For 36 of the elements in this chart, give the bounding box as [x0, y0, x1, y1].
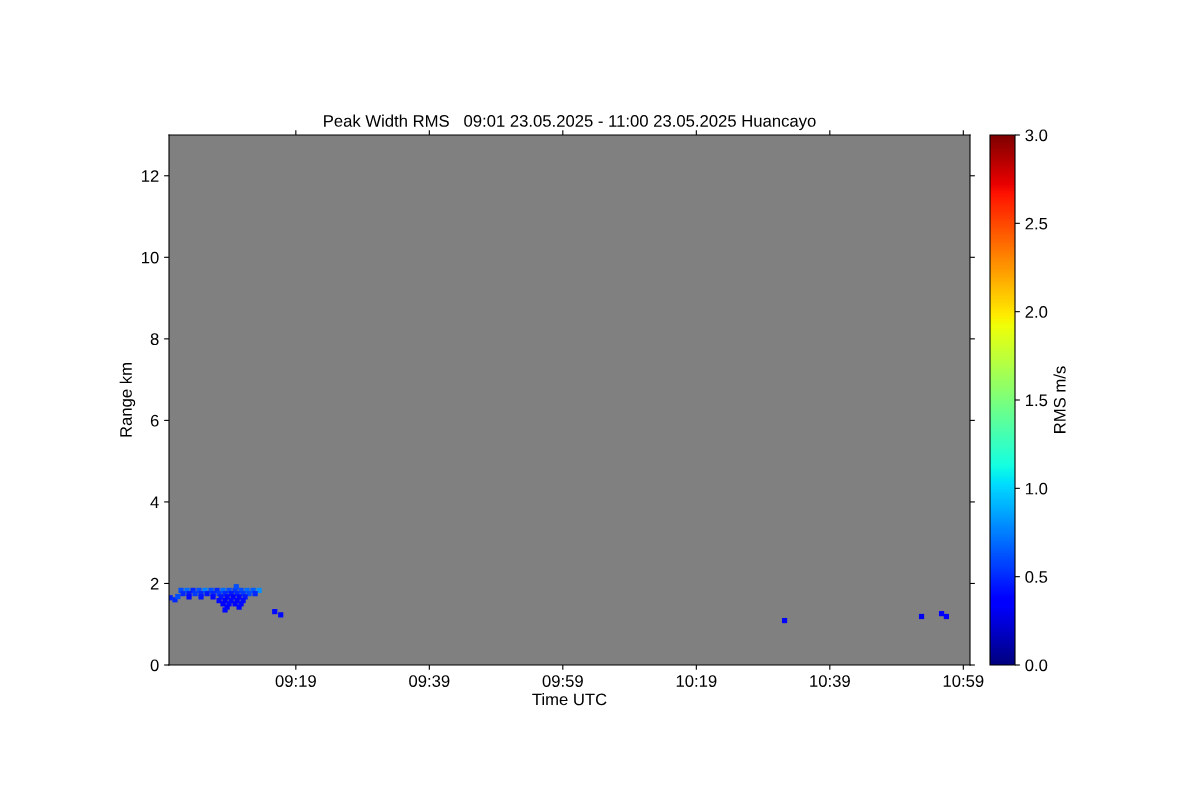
y-tick-label: 6: [150, 414, 159, 427]
point: [252, 591, 258, 597]
y-tick-label: 8: [150, 333, 159, 346]
point: [938, 611, 945, 617]
point: [236, 604, 242, 610]
color-bar-label: 0.0: [1025, 659, 1048, 672]
color-bar-label: 1.5: [1025, 394, 1048, 407]
color-bar-title: RMS m/s: [1053, 366, 1066, 433]
point: [180, 591, 186, 597]
color-bar-label: 0.5: [1025, 571, 1048, 583]
x-tick-label: 10:39: [810, 675, 850, 687]
y-tick-label: 10: [142, 251, 159, 264]
point: [918, 613, 925, 620]
x-axis-title: Time UTC: [532, 693, 607, 706]
x-tick-label: 09:19: [275, 675, 316, 687]
color-bar-label: 2.0: [1025, 306, 1048, 318]
color-bar-label: 3.0: [1025, 129, 1048, 142]
point: [272, 608, 278, 615]
x-tick-label: 09:39: [409, 675, 450, 687]
y-tick-label: 2: [150, 577, 159, 590]
point: [175, 593, 181, 600]
x-tick-label: 10:19: [676, 675, 717, 687]
point: [943, 613, 949, 620]
point: [781, 617, 788, 624]
point: [278, 612, 284, 618]
x-tick-label: 10:59: [943, 675, 984, 687]
y-tick-label: 4: [150, 496, 159, 508]
point: [192, 591, 198, 597]
color-bar-label: 2.5: [1025, 217, 1048, 230]
point: [204, 591, 210, 597]
x-tick-label: 09:59: [542, 675, 583, 687]
y-tick-label: 12: [142, 170, 159, 182]
color-bar-label: 1.0: [1025, 482, 1048, 495]
y-tick-label: 0: [150, 659, 159, 672]
y-axis-title: Range km: [119, 363, 136, 437]
chart-title: Peak Width RMS 09:01 23.05.2025 - 11:00 23.05.2025 Huancayo: [324, 114, 816, 131]
